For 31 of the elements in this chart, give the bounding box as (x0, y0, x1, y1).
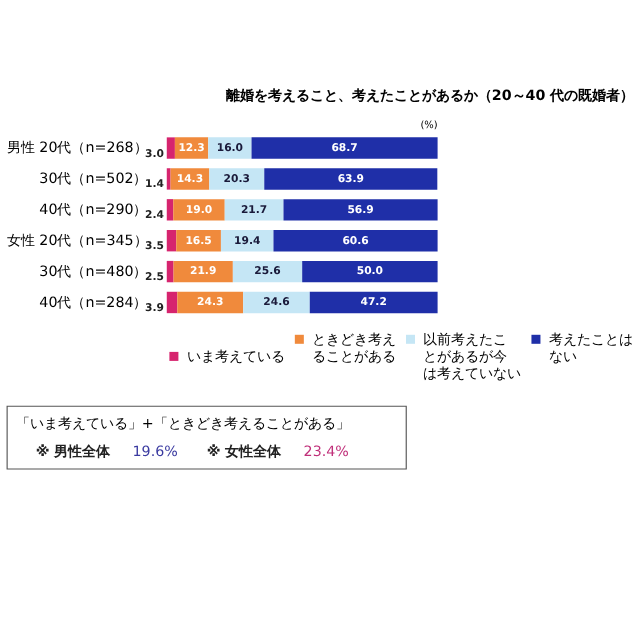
bar (309, 291, 438, 314)
legend-label: 以前考えたことがあるが今は考えていない (423, 329, 522, 382)
bar (173, 199, 225, 221)
bar (302, 260, 438, 283)
bar (166, 230, 177, 252)
text: 19.6% (132, 442, 179, 461)
bar (224, 199, 284, 221)
y-tick-label: 女性 20代（n=345） (6, 230, 148, 249)
bar (283, 199, 438, 221)
bar (166, 137, 175, 159)
y-tick-label: 男性 20代（n=268） (6, 138, 148, 157)
y-tick-label: 40代（n=284） (39, 292, 148, 311)
y-tick-label: 30代（n=480） (39, 261, 148, 280)
bar (251, 137, 438, 159)
bar (208, 137, 252, 159)
bar (166, 291, 178, 314)
text: ※ 女性全体 (206, 442, 284, 461)
text: 「いま考えている」+「ときどき考えることがある」 (15, 413, 350, 432)
bar (273, 230, 438, 252)
text: ※ 男性全体 (35, 442, 113, 461)
bar (166, 199, 174, 221)
legend-label: いま考えている (186, 346, 285, 365)
bar (209, 168, 265, 190)
legend-label: ときどき考えることがある (312, 329, 397, 365)
chart-title: 離婚を考えること、考えたことがあるか（20～40 代の既婚者） (223, 85, 635, 104)
legend-label: 考えたことはない (548, 329, 633, 365)
y-tick-label: 30代（n=502） (39, 169, 148, 188)
y-tick-label: 40代（n=290） (39, 200, 148, 219)
bar (264, 168, 438, 190)
text: 23.4% (303, 442, 350, 461)
bar (166, 260, 174, 283)
